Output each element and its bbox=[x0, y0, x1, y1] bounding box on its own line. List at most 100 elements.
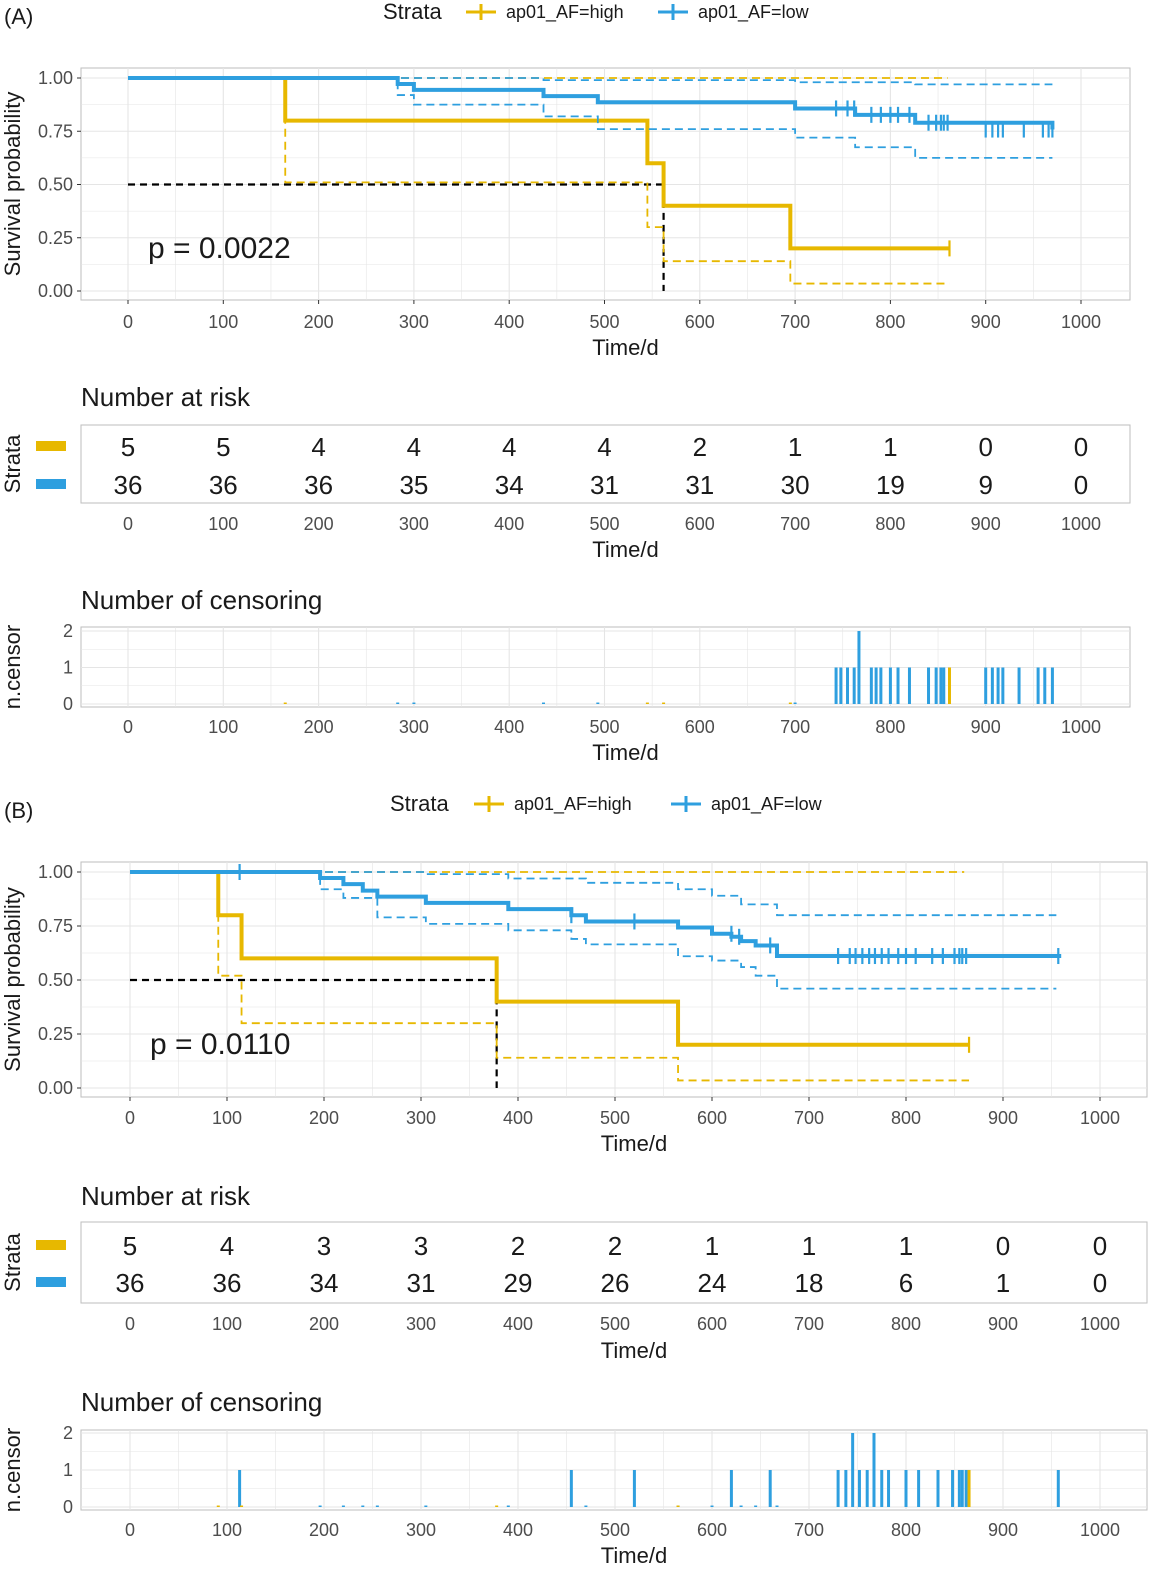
y-tick-label: 0.00 bbox=[38, 281, 73, 301]
x-tick-label: 600 bbox=[697, 1108, 727, 1128]
censor-x-tick-label: 1000 bbox=[1080, 1520, 1120, 1540]
legend-title: Strata bbox=[383, 0, 442, 24]
risk-count-low: 30 bbox=[781, 470, 810, 500]
risk-count-high: 1 bbox=[802, 1231, 816, 1261]
risk-x-axis-title: Time/d bbox=[601, 1338, 667, 1363]
censor-x-tick-label: 200 bbox=[304, 717, 334, 737]
risk-count-high: 3 bbox=[317, 1231, 331, 1261]
y-tick-label: 0.75 bbox=[38, 916, 73, 936]
censor-x-tick-label: 100 bbox=[208, 717, 238, 737]
censor-y-tick-label: 0 bbox=[63, 1497, 73, 1517]
risk-count-high: 3 bbox=[414, 1231, 428, 1261]
ci-upper-low bbox=[128, 77, 1053, 86]
risk-count-low: 0 bbox=[1074, 470, 1088, 500]
series-high bbox=[130, 870, 971, 1082]
survival-curve-high bbox=[128, 76, 950, 251]
censor-x-tick-label: 600 bbox=[685, 717, 715, 737]
risk-count-high: 5 bbox=[216, 432, 230, 462]
risk-count-low: 34 bbox=[310, 1268, 339, 1298]
y-axis-title: Survival probability bbox=[0, 92, 25, 277]
risk-count-low: 34 bbox=[495, 470, 524, 500]
censor-x-tick-label: 600 bbox=[697, 1520, 727, 1540]
x-tick-label: 700 bbox=[794, 1108, 824, 1128]
risk-count-low: 36 bbox=[209, 470, 238, 500]
censor-x-axis-title: Time/d bbox=[592, 740, 658, 765]
censor-x-tick-label: 200 bbox=[309, 1520, 339, 1540]
censor-x-axis-title: Time/d bbox=[601, 1543, 667, 1568]
x-axis-title: Time/d bbox=[592, 335, 658, 360]
risk-count-low: 19 bbox=[876, 470, 905, 500]
risk-count-low: 36 bbox=[304, 470, 333, 500]
risk-x-tick-label: 800 bbox=[891, 1314, 921, 1334]
risk-x-tick-label: 200 bbox=[304, 514, 334, 534]
risk-count-low: 31 bbox=[590, 470, 619, 500]
x-tick-label: 0 bbox=[125, 1108, 135, 1128]
risk-count-low: 36 bbox=[114, 470, 143, 500]
risk-x-tick-label: 900 bbox=[971, 514, 1001, 534]
risk-count-high: 0 bbox=[996, 1231, 1010, 1261]
risk-count-high: 4 bbox=[502, 432, 516, 462]
risk-count-high: 5 bbox=[123, 1231, 137, 1261]
x-tick-label: 0 bbox=[123, 312, 133, 332]
censoring-ylabel: n.censor bbox=[0, 625, 25, 709]
risk-strata-key-high bbox=[36, 1240, 66, 1250]
risk-table-frame bbox=[80, 1221, 1148, 1304]
censor-x-tick-label: 900 bbox=[988, 1520, 1018, 1540]
censoring-title: Number of censoring bbox=[81, 1387, 322, 1417]
censor-x-tick-label: 700 bbox=[794, 1520, 824, 1540]
risk-count-low: 6 bbox=[899, 1268, 913, 1298]
risk-count-low: 29 bbox=[504, 1268, 533, 1298]
risk-count-high: 2 bbox=[608, 1231, 622, 1261]
risk-count-low: 0 bbox=[1093, 1268, 1107, 1298]
x-tick-label: 400 bbox=[503, 1108, 533, 1128]
y-tick-label: 0.25 bbox=[38, 1024, 73, 1044]
ci-lower-low bbox=[130, 871, 1057, 990]
series-low bbox=[130, 864, 1062, 990]
risk-table-frame bbox=[80, 424, 1131, 504]
censor-x-tick-label: 400 bbox=[503, 1520, 533, 1540]
x-tick-label: 200 bbox=[309, 1108, 339, 1128]
censor-y-tick-label: 1 bbox=[63, 658, 73, 678]
risk-count-low: 26 bbox=[601, 1268, 630, 1298]
legend: Strata ap01_AF=high ap01_AF=low bbox=[390, 791, 823, 816]
censor-x-tick-label: 800 bbox=[875, 717, 905, 737]
censoring-ylabel: n.censor bbox=[0, 1428, 25, 1512]
risk-x-tick-label: 900 bbox=[988, 1314, 1018, 1334]
censor-y-tick-label: 2 bbox=[63, 621, 73, 641]
censor-x-tick-label: 400 bbox=[494, 717, 524, 737]
risk-x-tick-label: 200 bbox=[309, 1314, 339, 1334]
risk-count-high: 4 bbox=[311, 432, 325, 462]
risk-count-high: 2 bbox=[511, 1231, 525, 1261]
panel-label: (A) bbox=[4, 4, 33, 29]
risk-x-tick-label: 100 bbox=[212, 1314, 242, 1334]
censor-y-tick-label: 1 bbox=[63, 1460, 73, 1480]
censor-x-tick-label: 900 bbox=[971, 717, 1001, 737]
risk-x-tick-label: 500 bbox=[589, 514, 619, 534]
censor-x-tick-label: 0 bbox=[125, 1520, 135, 1540]
x-axis-title: Time/d bbox=[601, 1131, 667, 1156]
y-tick-label: 0.25 bbox=[38, 228, 73, 248]
risk-x-tick-label: 1000 bbox=[1080, 1314, 1120, 1334]
ci-upper-low bbox=[130, 871, 1057, 917]
risk-count-high: 1 bbox=[788, 432, 802, 462]
ci-lower-high bbox=[128, 77, 950, 285]
median-line bbox=[128, 183, 665, 291]
risk-x-tick-label: 500 bbox=[600, 1314, 630, 1334]
risk-table-ylabel: Strata bbox=[0, 434, 25, 493]
y-tick-label: 0.50 bbox=[38, 970, 73, 990]
risk-x-tick-label: 300 bbox=[399, 514, 429, 534]
risk-count-high: 0 bbox=[978, 432, 992, 462]
x-tick-label: 100 bbox=[212, 1108, 242, 1128]
risk-x-tick-label: 300 bbox=[406, 1314, 436, 1334]
y-axis-title: Survival probability bbox=[0, 887, 25, 1072]
censoring-title: Number of censoring bbox=[81, 585, 322, 615]
risk-count-low: 18 bbox=[795, 1268, 824, 1298]
survival-grid bbox=[81, 68, 1130, 300]
x-tick-label: 900 bbox=[971, 312, 1001, 332]
risk-count-high: 4 bbox=[407, 432, 421, 462]
risk-x-tick-label: 100 bbox=[208, 514, 238, 534]
survival-curve-low bbox=[130, 870, 1062, 959]
risk-x-axis-title: Time/d bbox=[592, 537, 658, 562]
survival-curve-low bbox=[128, 76, 1055, 130]
